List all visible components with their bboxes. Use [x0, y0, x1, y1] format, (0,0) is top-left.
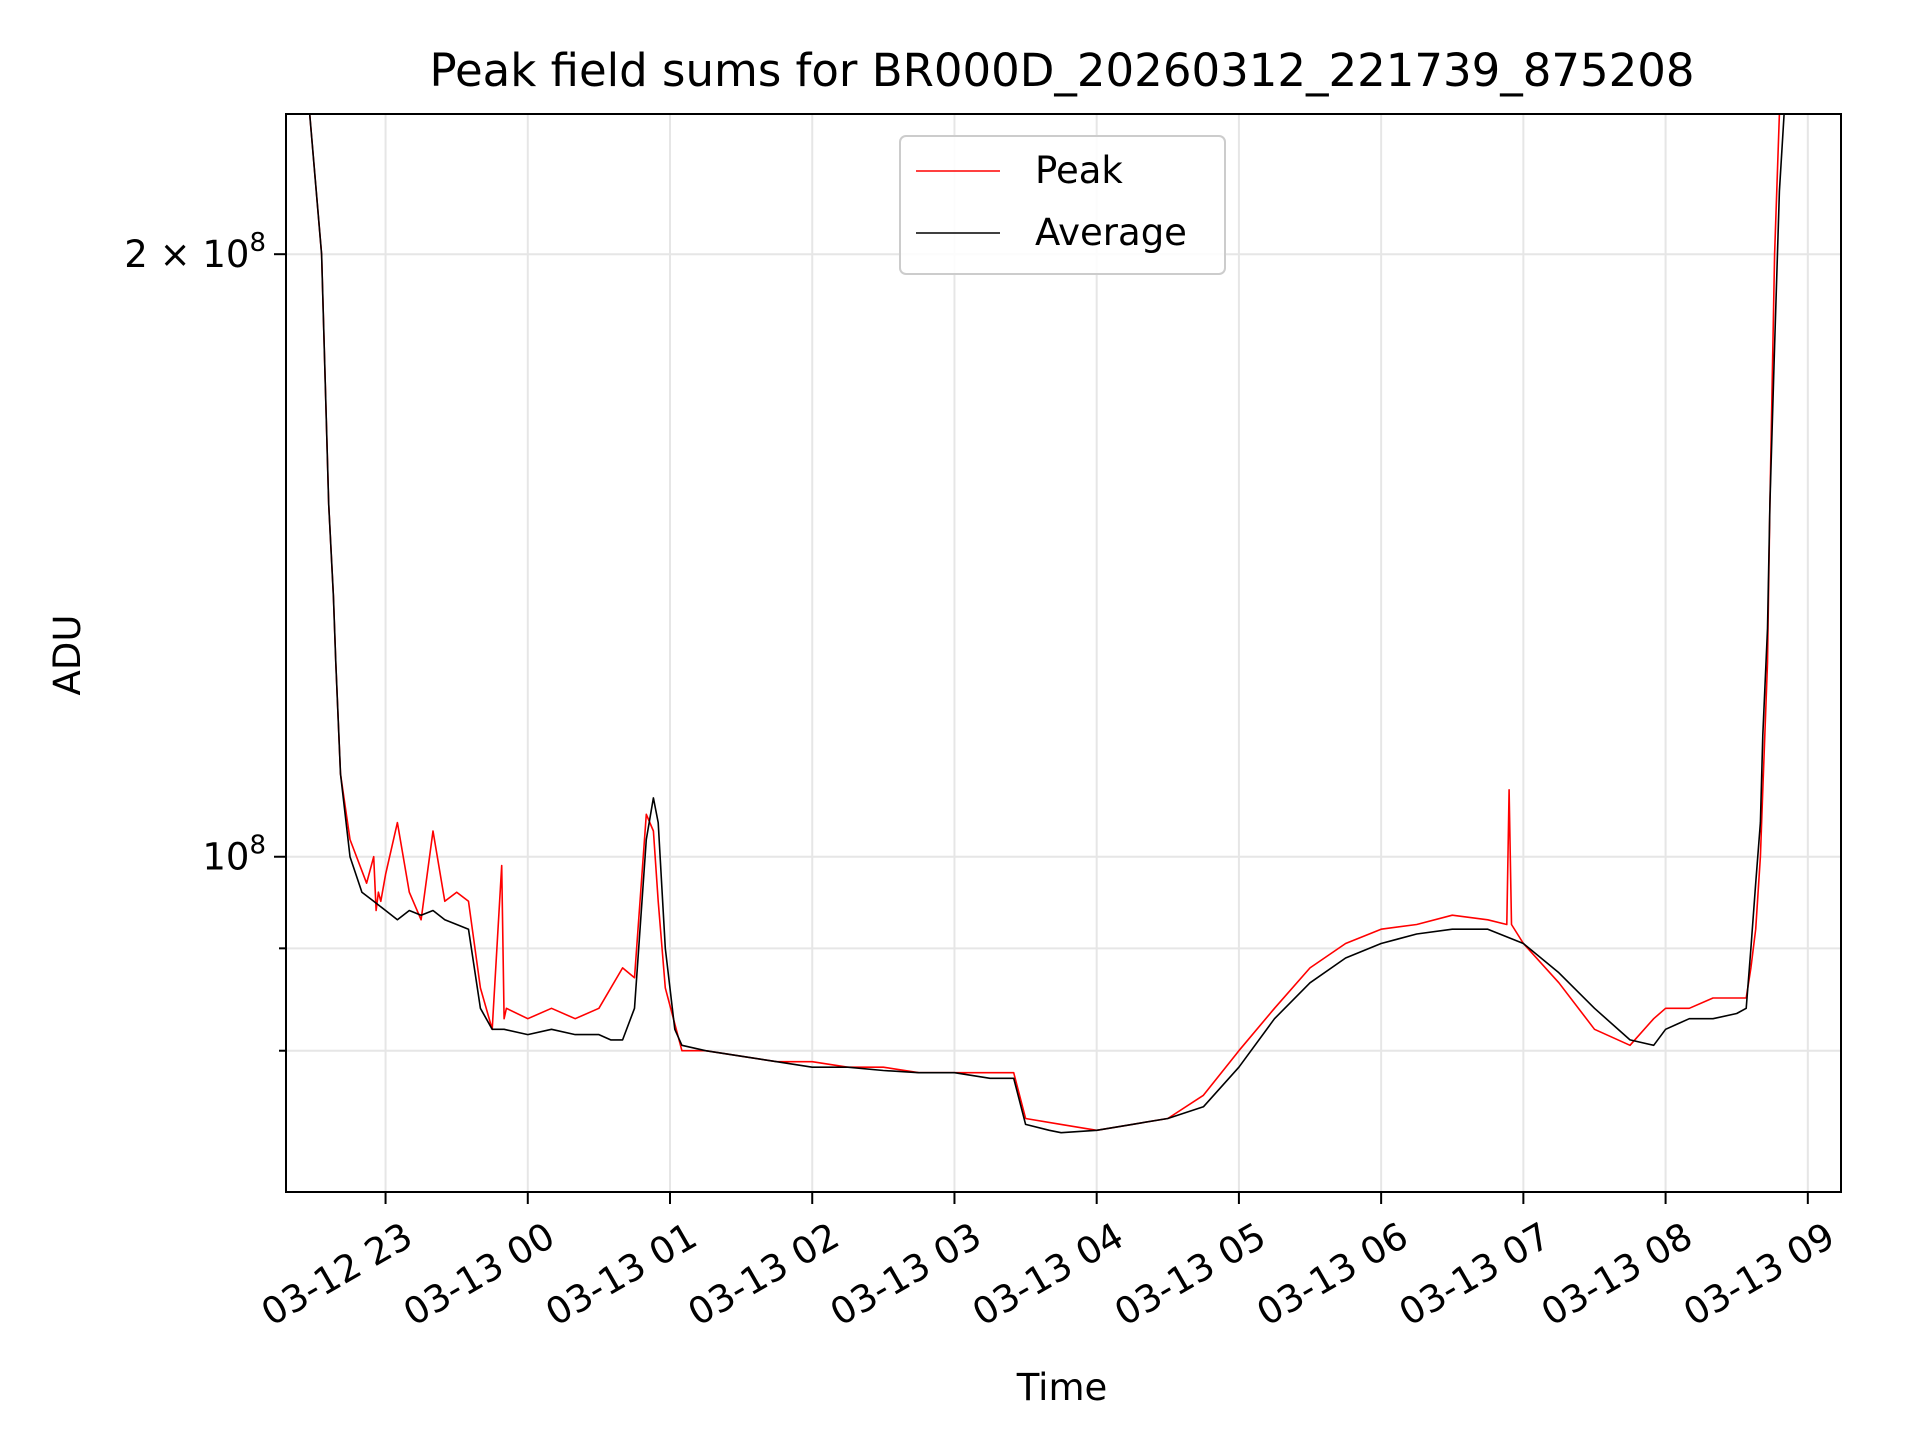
- series-line-peak: [286, 114, 1808, 1132]
- legend-average-label: Average: [1035, 211, 1187, 254]
- x-axis-label: Time: [1016, 1366, 1108, 1409]
- grid-lines: [286, 114, 1841, 1192]
- y-axis-label: ADU: [46, 615, 89, 696]
- legend: Peak Average: [899, 135, 1226, 275]
- chart-title: Peak field sums for BR000D_20260312_2217…: [429, 44, 1694, 97]
- series-layer: [286, 114, 1808, 1134]
- plot-frame: [285, 113, 1842, 1193]
- legend-peak-label: Peak: [1035, 149, 1123, 192]
- series-line-average: [286, 114, 1808, 1134]
- y-tick-label: 2 × 108: [124, 228, 266, 276]
